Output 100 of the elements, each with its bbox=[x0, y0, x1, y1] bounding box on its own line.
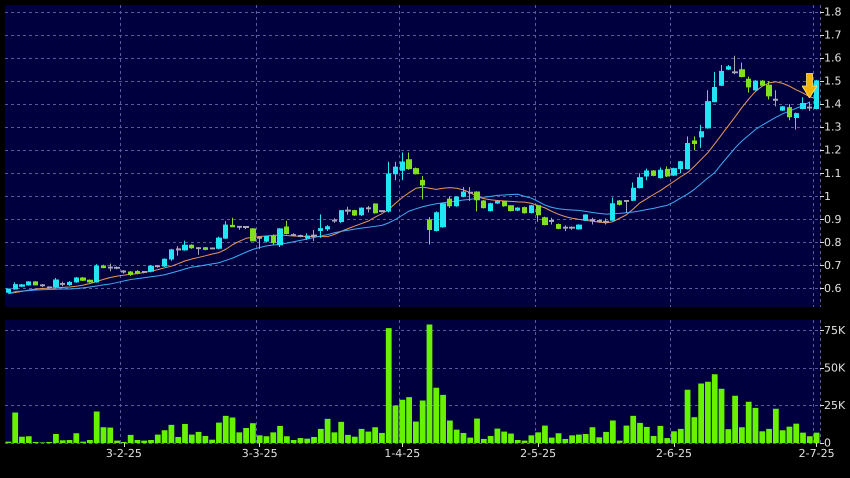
candlestick bbox=[637, 172, 643, 190]
candlestick bbox=[101, 264, 106, 269]
candlestick bbox=[787, 104, 792, 121]
candlestick bbox=[182, 240, 188, 252]
candlestick bbox=[732, 55, 738, 75]
y-tick-label: 1.8 bbox=[824, 5, 842, 18]
candlestick bbox=[311, 230, 317, 242]
candlestick bbox=[176, 246, 181, 256]
candlestick bbox=[135, 270, 140, 275]
candlestick bbox=[277, 228, 283, 248]
candlestick bbox=[47, 286, 52, 290]
candlestick bbox=[128, 270, 133, 276]
y-tick-label: 1 bbox=[824, 190, 831, 203]
candlestick bbox=[794, 112, 799, 130]
candlestick bbox=[196, 246, 201, 256]
candlestick bbox=[488, 202, 493, 212]
y-tick-label: 1.2 bbox=[824, 144, 842, 157]
candlestick bbox=[576, 224, 582, 230]
y-tick-label: 0.9 bbox=[824, 212, 842, 226]
candlestick bbox=[773, 90, 778, 107]
candlestick bbox=[373, 202, 378, 214]
candlestick bbox=[210, 247, 215, 250]
x-tick-label: 3-3-25 bbox=[242, 447, 278, 460]
candlestick bbox=[536, 204, 541, 222]
candlestick bbox=[515, 206, 520, 212]
candlestick bbox=[189, 244, 194, 250]
candlestick bbox=[427, 216, 432, 246]
candlestick bbox=[284, 220, 289, 235]
candlestick bbox=[529, 204, 534, 214]
candlestick bbox=[583, 214, 588, 222]
candlestick bbox=[665, 166, 670, 178]
candlestick bbox=[250, 228, 256, 242]
y-tick-label: 25K bbox=[824, 399, 846, 412]
candlestick bbox=[148, 264, 154, 273]
candlestick bbox=[447, 196, 452, 208]
candlestick bbox=[60, 281, 65, 287]
candlestick bbox=[305, 232, 310, 241]
candlestick bbox=[495, 200, 500, 204]
candlestick bbox=[33, 280, 38, 286]
candlestick bbox=[142, 270, 147, 274]
candlestick bbox=[651, 170, 656, 177]
y-tick-label: 1.5 bbox=[824, 74, 842, 88]
y-tick-label: 1.4 bbox=[824, 98, 842, 111]
candlestick bbox=[685, 136, 690, 170]
candlestick bbox=[454, 196, 459, 208]
candlestick bbox=[753, 80, 758, 92]
candlestick bbox=[332, 218, 337, 224]
candlestick bbox=[542, 216, 548, 226]
y-tick-label: 1.3 bbox=[824, 120, 842, 134]
candlestick bbox=[468, 186, 473, 202]
candlestick bbox=[780, 105, 785, 112]
candlestick bbox=[67, 280, 72, 286]
candlestick bbox=[291, 232, 296, 236]
candlestick bbox=[359, 206, 364, 216]
candlestick bbox=[699, 124, 704, 148]
x-tick-label: 1-4-25 bbox=[384, 447, 420, 460]
candlestick bbox=[800, 96, 806, 110]
candlestick bbox=[610, 196, 615, 222]
candlestick bbox=[94, 264, 99, 284]
y-tick-label: 1.1 bbox=[824, 166, 842, 180]
candlestick bbox=[692, 136, 697, 151]
candlestick bbox=[162, 258, 167, 268]
y-tick-label: 1.6 bbox=[824, 52, 842, 65]
candlestick bbox=[257, 236, 262, 250]
candlestick bbox=[420, 176, 425, 200]
candlestick bbox=[746, 76, 751, 94]
y-tick-label: 0 bbox=[824, 436, 831, 450]
candlestick bbox=[298, 234, 303, 238]
candlestick bbox=[590, 217, 595, 225]
candlestick bbox=[53, 277, 59, 288]
candlestick bbox=[155, 264, 160, 268]
candlestick bbox=[386, 161, 391, 213]
y-tick-label: 75K bbox=[824, 324, 846, 337]
candlestick bbox=[726, 64, 731, 71]
candlestick bbox=[807, 101, 812, 112]
candlestick bbox=[271, 234, 276, 246]
x-tick-label: 3-2-25 bbox=[106, 447, 142, 460]
y-tick-label: 0.6 bbox=[824, 282, 842, 296]
y-tick-label: 0.8 bbox=[824, 236, 842, 249]
candlestick bbox=[719, 64, 724, 87]
candlestick bbox=[644, 168, 649, 181]
candlestick bbox=[6, 288, 11, 294]
candlestick bbox=[264, 235, 269, 243]
candlestick bbox=[203, 246, 208, 251]
candlestick bbox=[461, 186, 466, 198]
candlestick bbox=[624, 200, 629, 214]
y-tick-label: 1.7 bbox=[824, 28, 842, 42]
candlestick bbox=[379, 210, 385, 213]
candlestick bbox=[631, 182, 636, 202]
candlestick bbox=[74, 276, 79, 284]
candlestick bbox=[352, 209, 357, 216]
candlestick bbox=[522, 206, 527, 214]
x-tick-label: 2-7-25 bbox=[798, 447, 835, 460]
candlestick bbox=[481, 200, 486, 210]
candlestick bbox=[339, 210, 344, 224]
candlestick bbox=[556, 223, 561, 230]
y-tick-label: 0.7 bbox=[824, 259, 842, 272]
candlestick bbox=[169, 248, 174, 262]
candlestick bbox=[40, 283, 45, 288]
candlestick bbox=[814, 79, 819, 110]
